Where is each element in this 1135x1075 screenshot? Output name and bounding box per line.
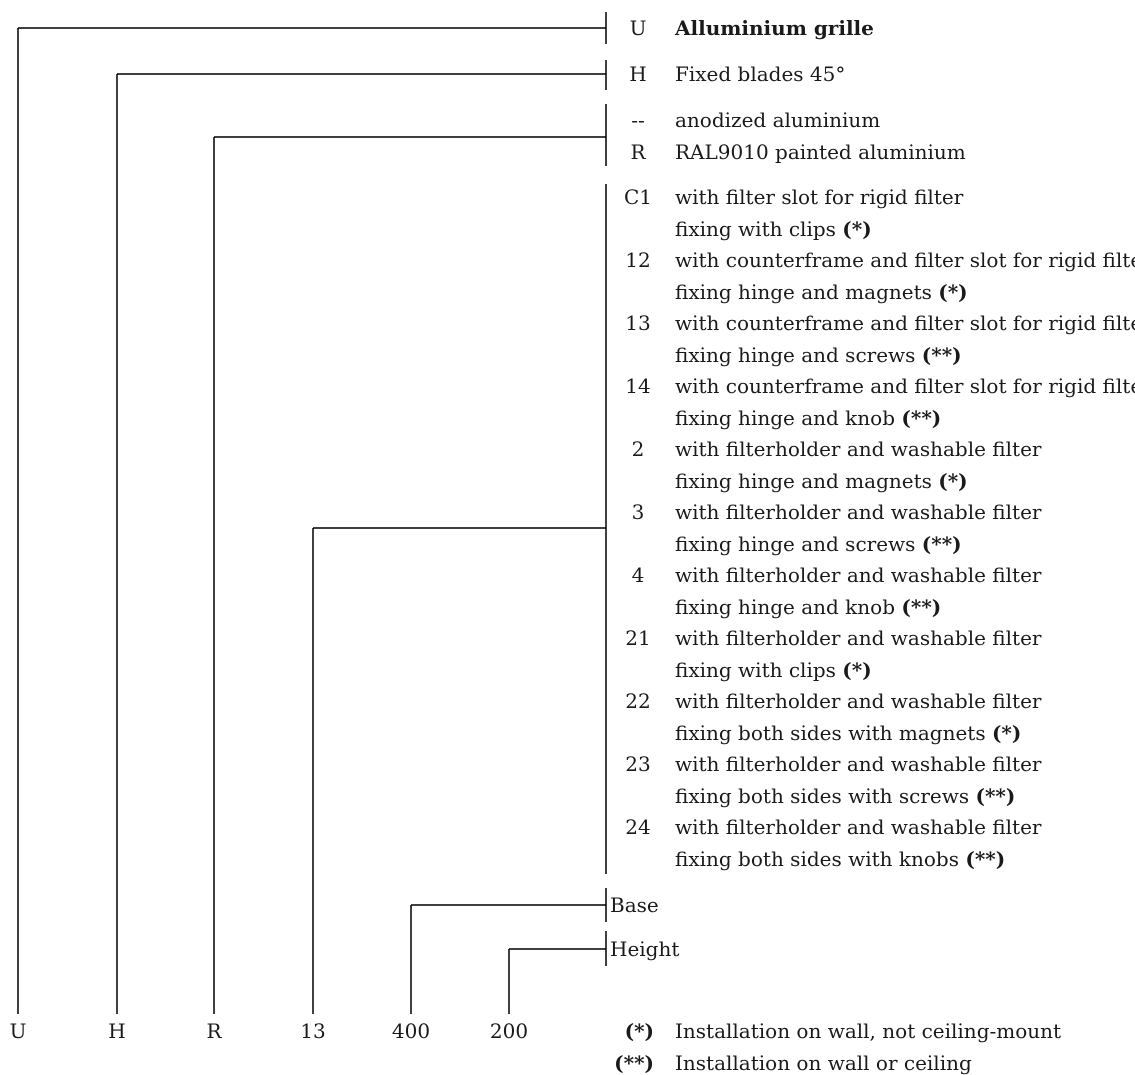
option-code: U: [629, 16, 647, 40]
option-code: 14: [625, 374, 651, 398]
option-code: H: [629, 62, 647, 86]
code-value-blades: H: [108, 1019, 126, 1043]
code-value-filter: 13: [300, 1019, 326, 1043]
code-value-type: U: [9, 1019, 27, 1043]
option-code: R: [630, 139, 646, 164]
option-description: RAL9010 painted aluminium: [675, 139, 966, 164]
option-code: 24: [625, 815, 651, 839]
note-symbol: (*): [624, 1019, 654, 1043]
option-description: with filterholder and washable filter: [675, 626, 1042, 650]
option-description: fixing with clips (*): [675, 657, 872, 682]
option-description: anodized aluminium: [675, 108, 881, 132]
code-value-base: 400: [391, 1019, 431, 1043]
option-code: 3: [631, 500, 645, 524]
option-code: --: [631, 108, 645, 132]
option-description: with filterholder and washable filter: [675, 500, 1042, 524]
height-label: Height: [610, 937, 680, 961]
option-description: with filterholder and washable filter: [675, 437, 1042, 461]
option-description: with counterframe and filter slot for ri…: [675, 248, 1135, 272]
option-description: Alluminium grille: [675, 16, 874, 40]
option-description: with counterframe and filter slot for ri…: [675, 374, 1135, 398]
option-code: 22: [625, 689, 651, 713]
option-code: 12: [625, 248, 651, 272]
code-value-finish: R: [206, 1019, 222, 1043]
connector-lines: [17, 12, 607, 1014]
option-description: with filterholder and washable filter: [675, 815, 1042, 839]
option-code: C1: [623, 185, 653, 209]
option-description: with counterframe and filter slot for ri…: [675, 311, 1135, 335]
option-code: 23: [625, 752, 651, 776]
note-text: Installation on wall, not ceiling-mount: [675, 1019, 1062, 1043]
option-code: 13: [625, 311, 651, 335]
option-description: fixing both sides with screws (**): [675, 783, 1016, 808]
option-description: fixing hinge and knob (**): [675, 594, 942, 619]
option-description: fixing hinge and magnets (*): [675, 279, 968, 304]
option-code: 4: [631, 563, 645, 587]
option-description: fixing with clips (*): [675, 216, 872, 241]
option-description: with filterholder and washable filter: [675, 752, 1042, 776]
option-description: fixing hinge and screws (**): [675, 531, 962, 556]
option-description: fixing hinge and screws (**): [675, 342, 962, 367]
code-value-height: 200: [489, 1019, 529, 1043]
option-code: 2: [631, 437, 645, 461]
option-description: with filterholder and washable filter: [675, 689, 1042, 713]
option-code: 21: [625, 626, 651, 650]
note-symbol: (**): [614, 1051, 654, 1075]
option-description: fixing both sides with magnets (*): [675, 720, 1022, 745]
base-label: Base: [610, 893, 659, 917]
option-description: Fixed blades 45°: [675, 62, 846, 86]
option-description: fixing both sides with knobs (**): [675, 846, 1006, 871]
note-text: Installation on wall or ceiling: [675, 1051, 972, 1075]
option-description: fixing hinge and magnets (*): [675, 468, 968, 493]
option-description: with filterholder and washable filter: [675, 563, 1042, 587]
option-description: fixing hinge and knob (**): [675, 405, 942, 430]
option-description: with filter slot for rigid filter: [675, 185, 964, 209]
